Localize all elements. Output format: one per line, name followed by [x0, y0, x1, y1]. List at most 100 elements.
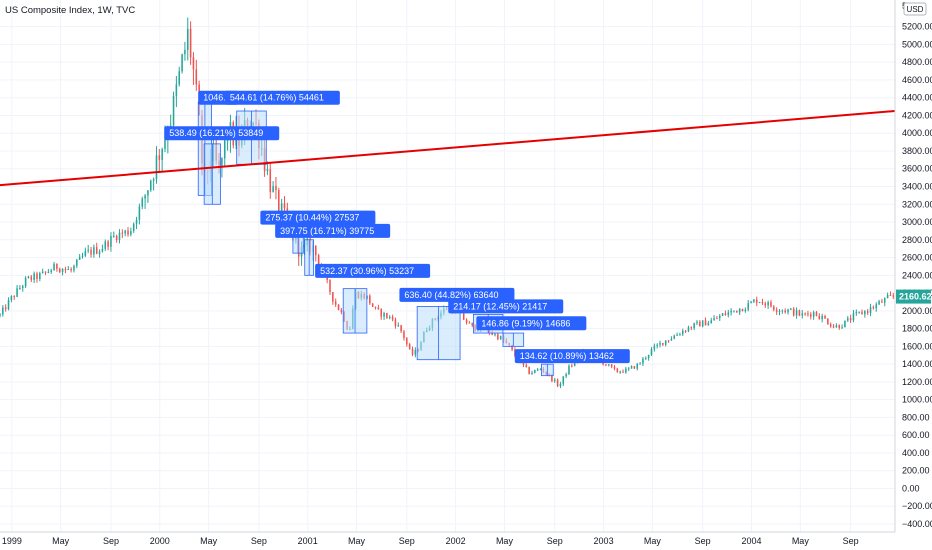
candle — [152, 177, 155, 191]
candle — [625, 366, 627, 374]
measurement-tool[interactable]: 532.37 (30.96%) 53237 — [315, 263, 431, 334]
x-tick-label: 2000 — [150, 536, 170, 546]
measurement-tag[interactable] — [315, 263, 431, 278]
measurement-tag[interactable] — [275, 223, 391, 238]
candle — [0, 313, 1, 318]
y-tick-label: 3200.00 — [902, 199, 932, 209]
candle — [380, 308, 382, 320]
candle — [571, 363, 573, 368]
candle — [667, 340, 670, 343]
candle — [192, 52, 195, 85]
candle — [881, 298, 883, 303]
candle — [138, 203, 141, 225]
candle — [829, 322, 832, 328]
candle — [386, 312, 388, 320]
candle — [568, 364, 570, 376]
candle — [687, 325, 690, 333]
candle — [21, 284, 24, 292]
candle — [223, 140, 226, 168]
candle — [314, 245, 317, 262]
candle — [383, 311, 385, 320]
measurement-tool[interactable]: 636.40 (44.82%) 63640 — [399, 287, 515, 361]
trend-line[interactable] — [0, 110, 896, 187]
candle — [664, 340, 667, 347]
measurement-tool[interactable]: 134.62 (10.89%) 13462 — [514, 349, 630, 377]
candle — [4, 304, 7, 312]
candle — [374, 306, 377, 310]
candle — [400, 324, 402, 334]
measurement-tag[interactable] — [514, 349, 630, 364]
candle — [84, 247, 87, 258]
candle — [497, 333, 499, 341]
candle — [10, 295, 13, 303]
measurement-label: 538.49 (16.21%) 53849 — [169, 128, 263, 138]
y-tick-label: 2600.00 — [902, 253, 932, 263]
candle — [718, 314, 721, 322]
candle — [710, 317, 713, 324]
measurement-tag[interactable] — [399, 287, 515, 302]
measurement-tag[interactable] — [164, 126, 280, 141]
candle — [812, 310, 815, 320]
price-axis[interactable]: 5200.00 5000.00 4800.00 4600.00 4400.00 4200.… — [896, 1, 932, 529]
measurement-tag[interactable] — [224, 90, 340, 105]
candle — [864, 310, 866, 318]
candle — [30, 274, 33, 283]
candle — [798, 309, 801, 317]
time-axis[interactable]: 1999 May Sep 2000 May Sep 2001 May Sep 2002 May Sep… — [2, 536, 859, 546]
y-tick-label: 2000.00 — [902, 306, 932, 316]
candle — [556, 378, 559, 388]
y-tick-label: 600.00 — [902, 430, 930, 440]
candle — [815, 311, 818, 317]
candle — [810, 312, 812, 320]
candle — [406, 336, 408, 347]
candle — [115, 234, 118, 243]
candle — [670, 336, 673, 341]
y-tick-label: 800.00 — [902, 412, 930, 422]
y-tick-label: 1400.00 — [902, 359, 932, 369]
candle — [377, 304, 380, 310]
measurement-tool[interactable]: 538.49 (16.21%) 53849 — [164, 126, 280, 205]
candle — [528, 366, 530, 375]
trendline[interactable] — [0, 110, 896, 187]
candle — [801, 309, 804, 319]
candle — [855, 309, 858, 316]
candle — [721, 312, 724, 316]
y-tick-label: 5200.00 — [902, 22, 932, 32]
candle — [369, 294, 371, 305]
measurements[interactable]: 1046.3 544.61 (14.76%) 54461 538.49 (16.21… — [164, 90, 630, 377]
candle — [724, 310, 727, 316]
y-tick-label: 0.00 — [902, 483, 920, 493]
candle — [465, 318, 468, 325]
measurement-tag[interactable] — [260, 210, 376, 225]
measurement-tool[interactable]: 146.86 (9.19%) 14686 — [476, 316, 587, 347]
candle — [87, 244, 89, 254]
currency-label: USD — [907, 5, 924, 14]
x-tick-label: Sep — [695, 536, 711, 546]
measurement-tag[interactable] — [448, 299, 564, 314]
candle — [499, 335, 502, 340]
y-tick-label: 4800.00 — [902, 57, 932, 67]
candle — [61, 268, 64, 276]
candle — [158, 149, 161, 173]
last-price-label: 2160.62 — [899, 292, 932, 302]
x-tick-label: Sep — [399, 536, 415, 546]
candle — [758, 301, 761, 304]
candle — [696, 320, 698, 326]
candle — [189, 21, 192, 65]
measurement-tool[interactable]: 397.75 (16.71%) 39775 — [275, 223, 391, 276]
candle — [690, 326, 693, 331]
candle — [283, 196, 286, 214]
currency-badge[interactable]: USD — [903, 2, 927, 16]
candle — [56, 263, 58, 272]
candle — [761, 298, 764, 306]
candle — [775, 307, 778, 315]
candle — [804, 312, 806, 316]
candle — [411, 346, 414, 357]
candle — [750, 300, 752, 304]
candle — [107, 239, 109, 251]
measurement-tag[interactable] — [476, 316, 587, 331]
candle — [534, 369, 536, 374]
y-tick-label: 2800.00 — [902, 235, 932, 245]
x-tick-label: 2003 — [594, 536, 614, 546]
